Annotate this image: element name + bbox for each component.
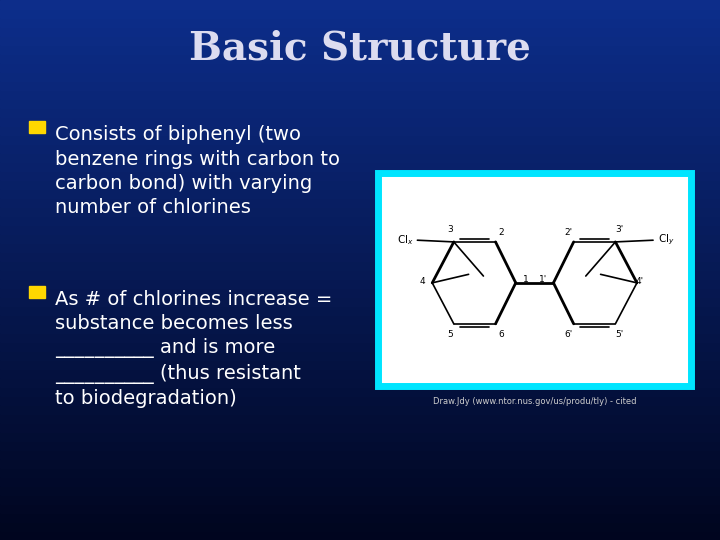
Bar — [0, 279, 720, 288]
Text: 3: 3 — [447, 226, 453, 234]
Bar — [0, 324, 720, 333]
Text: As # of chlorines increase =
substance becomes less
__________ and is more
_____: As # of chlorines increase = substance b… — [55, 290, 333, 408]
Text: 1: 1 — [523, 275, 528, 284]
Text: 4': 4' — [636, 276, 644, 286]
Bar — [29, 286, 45, 298]
Bar — [0, 162, 720, 171]
Bar — [0, 513, 720, 522]
Bar — [0, 63, 720, 72]
Bar — [0, 135, 720, 144]
Bar — [0, 27, 720, 36]
Bar — [0, 189, 720, 198]
Bar — [0, 252, 720, 261]
Bar — [0, 54, 720, 63]
Text: 5: 5 — [447, 330, 453, 340]
Bar — [0, 459, 720, 468]
Bar — [0, 369, 720, 378]
Bar — [0, 432, 720, 441]
Bar — [0, 225, 720, 234]
Bar — [0, 72, 720, 81]
Bar — [0, 45, 720, 54]
Bar — [0, 378, 720, 387]
Bar — [0, 90, 720, 99]
Bar — [0, 522, 720, 531]
Bar — [0, 450, 720, 459]
Bar — [0, 504, 720, 513]
Bar — [0, 423, 720, 432]
Bar — [0, 117, 720, 126]
Bar — [0, 315, 720, 324]
Bar — [0, 441, 720, 450]
FancyBboxPatch shape — [378, 173, 691, 386]
Text: 3': 3' — [616, 226, 624, 234]
Bar — [0, 108, 720, 117]
Text: Draw.Jdy (www.ntor.nus.gov/us/produ/tly) - cited: Draw.Jdy (www.ntor.nus.gov/us/produ/tly)… — [433, 397, 636, 406]
Bar — [0, 36, 720, 45]
Text: Cl$_x$: Cl$_x$ — [397, 233, 414, 247]
Bar — [0, 261, 720, 270]
Bar — [0, 468, 720, 477]
Bar — [0, 288, 720, 297]
Bar — [0, 126, 720, 135]
Bar — [0, 207, 720, 216]
Bar — [0, 18, 720, 27]
Bar — [0, 198, 720, 207]
Text: 6: 6 — [498, 330, 504, 340]
Bar — [0, 180, 720, 189]
Text: 2': 2' — [564, 228, 572, 237]
Text: 4: 4 — [420, 276, 426, 286]
Bar — [0, 9, 720, 18]
Bar — [0, 153, 720, 162]
Bar — [0, 243, 720, 252]
Text: Basic Structure: Basic Structure — [189, 30, 531, 68]
Bar — [0, 81, 720, 90]
Bar — [0, 405, 720, 414]
Text: Consists of biphenyl (two
benzene rings with carbon to
carbon bond) with varying: Consists of biphenyl (two benzene rings … — [55, 125, 341, 217]
Bar — [0, 216, 720, 225]
Text: 2: 2 — [498, 228, 504, 237]
Bar — [0, 270, 720, 279]
Bar — [0, 486, 720, 495]
Bar — [0, 531, 720, 540]
Bar — [0, 351, 720, 360]
Text: 6': 6' — [564, 330, 572, 340]
Bar — [0, 414, 720, 423]
Text: Cl$_y$: Cl$_y$ — [658, 233, 675, 247]
Bar — [29, 122, 45, 133]
Bar — [0, 234, 720, 243]
Bar — [0, 171, 720, 180]
Bar — [0, 144, 720, 153]
Bar — [0, 477, 720, 486]
Bar — [0, 0, 720, 9]
Bar — [0, 360, 720, 369]
Text: 5': 5' — [616, 330, 624, 340]
Bar — [0, 99, 720, 108]
Bar — [0, 333, 720, 342]
Bar — [0, 297, 720, 306]
Text: 1': 1' — [539, 275, 546, 284]
Bar — [0, 306, 720, 315]
Bar — [0, 495, 720, 504]
Bar — [0, 396, 720, 405]
Bar — [0, 342, 720, 351]
Bar — [0, 387, 720, 396]
